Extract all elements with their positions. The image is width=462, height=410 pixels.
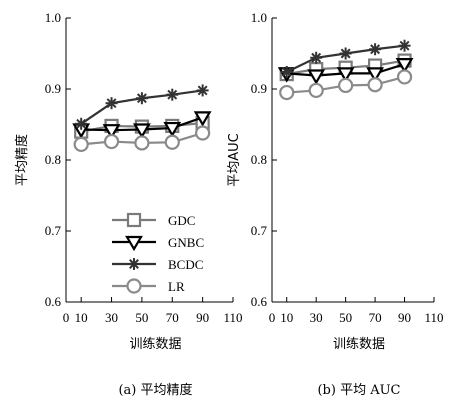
data-point-bcdc-stroke [136,93,147,104]
x-tick-label: 30 [310,310,323,325]
x-tick-label: 110 [424,310,443,325]
data-point-bcdc-stroke [167,89,178,100]
data-point-bcdc-stroke [340,48,351,59]
data-point-bcdc-stroke [76,118,87,129]
data-point-gnbc [163,121,182,138]
data-point-bcdc [369,43,382,56]
data-point-lr [195,125,211,141]
y-tick-label: 0.6 [45,294,62,309]
x-tick-label: 30 [105,310,118,325]
legend-marker-bcdc-stroke [129,259,139,269]
y-axis-label: 平均AUC [227,133,242,187]
y-tick-label: 0.7 [251,223,268,238]
chart-caption: (a) 平均精度 [118,382,192,398]
x-tick-label: 90 [398,310,411,325]
legend-label-bcdc: BCDC [168,257,203,272]
y-tick-label: 0.6 [251,294,268,309]
x-axis-label: 训练数据 [129,337,181,352]
legend-marker-gnbc [125,235,143,252]
y-tick-label: 0.8 [251,152,267,167]
data-point-bcdc-stroke [370,44,381,55]
y-tick-label: 1.0 [45,10,61,25]
data-point-bcdc-stroke [106,98,117,109]
data-point-gnbc [132,123,151,139]
data-point-bcdc [196,84,209,97]
x-tick-label: 110 [223,310,242,325]
legend-marker-gdc [126,212,142,228]
x-tick-label: 70 [166,310,179,325]
data-point-bcdc-stroke [281,67,292,77]
data-point-bcdc [339,47,352,60]
data-point-gnbc [366,67,385,83]
data-point-gnbc [102,124,121,140]
legend-label-gdc: GDC [168,213,195,228]
x-tick-label: 10 [75,310,88,325]
data-point-gnbc [193,111,212,127]
x-tick-label: 70 [369,310,382,325]
data-point-lr [396,69,413,85]
legend-marker-lr [126,278,142,294]
y-tick-label: 0.9 [251,81,267,96]
data-point-bcdc [135,92,148,105]
data-point-lr [134,135,150,151]
x-tick-label: 50 [339,310,352,325]
x-tick-label: 0 [63,310,70,325]
y-axis-label: 平均精度 [14,134,30,186]
data-point-lr [73,136,89,152]
data-point-bcdc-stroke [197,85,208,96]
data-point-lr [279,84,295,101]
data-point-gnbc [336,67,355,83]
x-axis-label: 训练数据 [333,337,385,352]
x-tick-label: 10 [280,310,293,325]
x-tick-label: 50 [135,310,148,325]
legend-marker-bcdc [128,258,140,270]
data-point-lr [367,77,383,93]
y-tick-label: 0.8 [45,152,61,167]
data-point-bcdc-stroke [399,40,410,51]
legend-label-gnbc: GNBC [168,235,204,250]
data-point-lr [338,77,354,94]
data-point-bcdc [75,117,88,130]
data-point-bcdc-stroke [311,52,322,63]
data-point-bcdc [280,65,293,78]
data-point-lr [164,134,180,150]
y-tick-label: 0.7 [45,223,62,238]
chart-caption: (b) 平均 AUC [317,383,400,398]
data-point-lr [103,133,120,150]
data-point-gnbc [307,69,326,85]
chart-average-auc: 0.6 0.7 0.8 0.9 1.0 0 10 30 50 70 90 110 平均AUC 训练数据 (b… [227,10,444,398]
y-tick-label: 0.9 [45,81,61,96]
data-point-gnbc [395,58,414,74]
data-point-bcdc [105,97,118,110]
y-tick-label: 1.0 [251,10,267,25]
data-point-bcdc [398,39,411,52]
x-tick-label: 90 [196,310,209,325]
data-point-bcdc [166,88,179,101]
x-tick-label: 0 [269,310,276,325]
legend-label-lr: LR [168,279,185,294]
data-point-lr [308,82,324,99]
data-point-bcdc [310,51,323,64]
